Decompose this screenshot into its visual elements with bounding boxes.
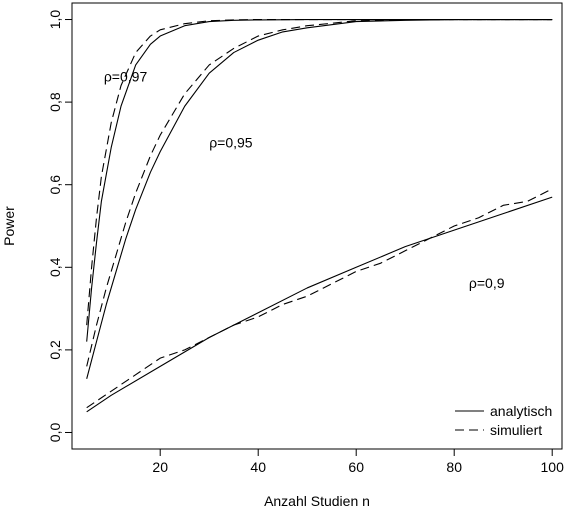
legend-label-analytisch: analytisch	[490, 403, 552, 419]
y-tick-label: 0,0	[47, 423, 63, 443]
series-line-solid	[86, 18, 553, 379]
x-axis-title: Anzahl Studien n	[264, 493, 370, 509]
y-axis: 0,0 0,2 0,4 0,6 0,8 1,0	[47, 10, 73, 443]
x-tick-label: 20	[152, 459, 168, 475]
y-tick-label: 0,4	[47, 257, 63, 277]
legend: analytisch simuliert	[455, 403, 552, 438]
series-line-dashed	[86, 18, 553, 326]
y-tick-label: 0,2	[47, 340, 63, 360]
x-tick-label: 100	[541, 459, 565, 475]
y-tick-label: 0,6	[47, 175, 63, 195]
annotation-layer: ρ=0,97 ρ=0,95 ρ=0,9	[104, 68, 505, 290]
y-tick-label: 0,8	[47, 92, 63, 112]
x-tick-label: 40	[250, 459, 266, 475]
series-line-dashed	[86, 188, 553, 409]
series-line-solid	[86, 18, 553, 342]
rho-annotation: ρ=0,95	[209, 135, 253, 151]
y-tick-label: 1,0	[47, 10, 63, 30]
series-line-solid	[86, 196, 553, 413]
x-axis: 20 40 60 80 100	[152, 448, 565, 475]
y-axis-title: Power	[1, 206, 17, 246]
legend-label-simuliert: simuliert	[490, 422, 542, 438]
x-tick-label: 80	[446, 459, 462, 475]
x-tick-label: 60	[348, 459, 364, 475]
rho-annotation: ρ=0,97	[104, 68, 148, 84]
series-layer	[86, 18, 553, 413]
series-line-dashed	[86, 18, 553, 367]
rho-annotation: ρ=0,9	[469, 275, 505, 291]
